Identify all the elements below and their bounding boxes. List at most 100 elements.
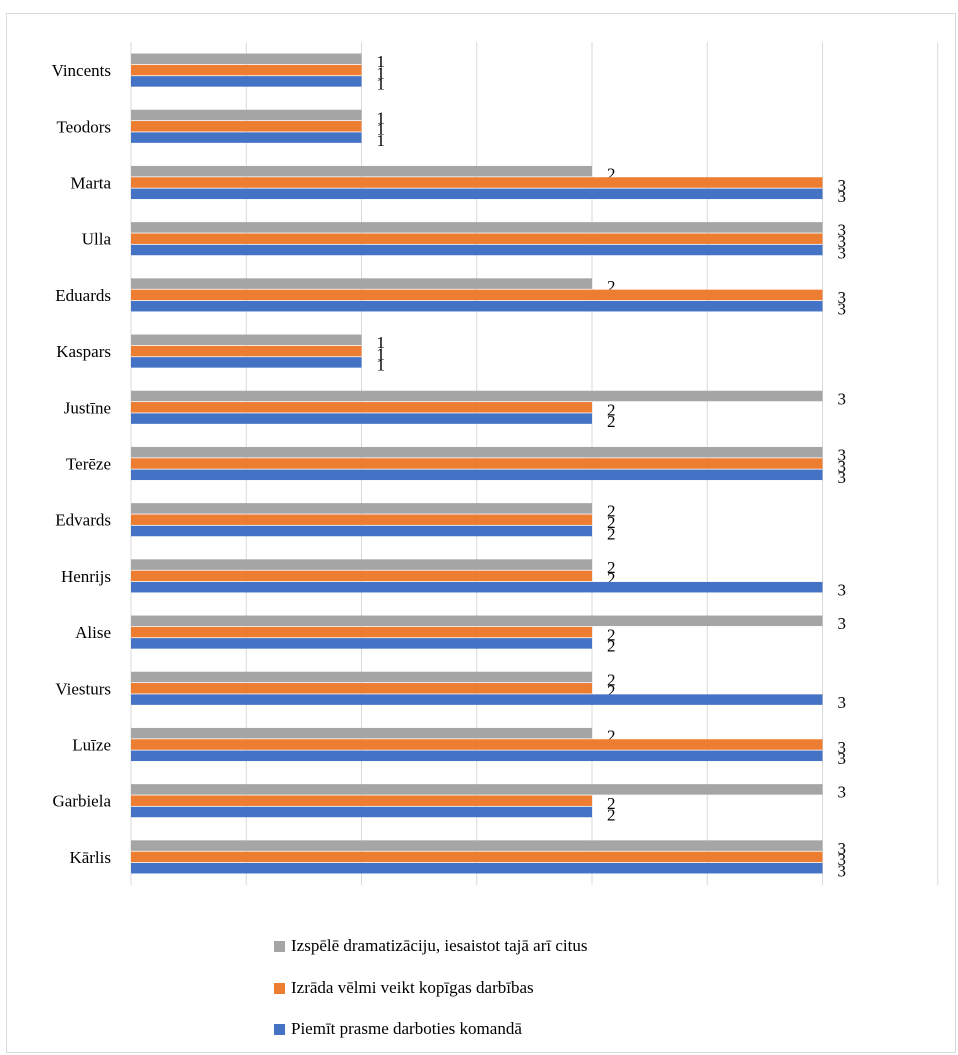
data-label: 1 bbox=[377, 52, 386, 71]
data-label: 1 bbox=[377, 120, 386, 139]
category-label: Garbiela bbox=[52, 792, 111, 811]
data-label: 1 bbox=[377, 75, 386, 94]
data-label: 2 bbox=[607, 794, 616, 813]
data-label: 2 bbox=[607, 164, 616, 183]
legend-item-blue: Piemīt prasme darboties komandā bbox=[274, 1019, 522, 1039]
bar-orange bbox=[131, 851, 823, 863]
bar-orange bbox=[131, 739, 823, 750]
data-label: 3 bbox=[838, 221, 847, 240]
bar-orange bbox=[131, 626, 592, 638]
data-label: 3 bbox=[838, 243, 847, 262]
bar-gray bbox=[131, 446, 823, 458]
category-label: Henrijs bbox=[61, 567, 111, 586]
bar-blue bbox=[131, 244, 823, 256]
data-label: 2 bbox=[607, 726, 616, 745]
legend-swatch-orange bbox=[274, 982, 285, 994]
data-label: 2 bbox=[607, 682, 616, 701]
category-label: Viesturs bbox=[55, 679, 111, 698]
bar-gray bbox=[131, 671, 592, 683]
bar-orange bbox=[131, 458, 823, 469]
data-label: 3 bbox=[838, 468, 847, 487]
bar-blue bbox=[131, 188, 823, 200]
bar-blue bbox=[131, 750, 823, 762]
data-label: 3 bbox=[838, 614, 847, 633]
data-label: 2 bbox=[607, 277, 616, 296]
bar-gray bbox=[131, 727, 592, 739]
data-label: 3 bbox=[838, 176, 847, 195]
bar-gray bbox=[131, 222, 823, 233]
bar-orange bbox=[131, 345, 362, 357]
bar-blue bbox=[131, 806, 592, 818]
data-label: 2 bbox=[607, 412, 616, 431]
category-label: Alise bbox=[75, 623, 111, 642]
data-label: 2 bbox=[607, 637, 616, 656]
data-label: 1 bbox=[377, 344, 386, 363]
bar-orange bbox=[131, 683, 592, 694]
category-label: Ulla bbox=[82, 230, 112, 249]
data-label: 3 bbox=[838, 187, 847, 206]
data-label: 2 bbox=[607, 558, 616, 577]
bar-gray bbox=[131, 334, 362, 346]
data-label: 1 bbox=[377, 333, 386, 352]
category-label: Kārlis bbox=[69, 848, 111, 867]
data-label: 1 bbox=[377, 108, 386, 127]
category-label: Vincents bbox=[52, 61, 111, 80]
bar-orange bbox=[131, 402, 592, 413]
data-label: 2 bbox=[607, 524, 616, 543]
bar-orange bbox=[131, 233, 823, 244]
data-label: 3 bbox=[838, 783, 847, 802]
legend-item-gray: Izspēlē dramatizāciju, iesaistot tajā ar… bbox=[274, 936, 587, 956]
data-label: 2 bbox=[607, 502, 616, 521]
bar-gray bbox=[131, 784, 823, 795]
data-label: 2 bbox=[607, 805, 616, 824]
bar-blue bbox=[131, 469, 823, 481]
bar-blue bbox=[131, 413, 592, 424]
bar-blue bbox=[131, 525, 592, 537]
category-label: Luīze bbox=[72, 736, 111, 755]
bar-gray bbox=[131, 53, 362, 65]
data-label: 3 bbox=[838, 288, 847, 307]
bar-orange bbox=[131, 121, 362, 132]
legend-label-gray: Izspēlē dramatizāciju, iesaistot tajā ar… bbox=[291, 936, 588, 955]
data-label: 3 bbox=[838, 693, 847, 712]
bar-orange bbox=[131, 514, 592, 525]
data-label: 3 bbox=[838, 749, 847, 768]
bar-blue bbox=[131, 357, 362, 368]
category-label: Marta bbox=[70, 174, 111, 193]
bar-blue bbox=[131, 638, 592, 649]
bar-gray bbox=[131, 559, 592, 570]
data-label: 3 bbox=[838, 299, 847, 318]
data-label: 1 bbox=[377, 131, 386, 150]
category-label: Kaspars bbox=[56, 342, 111, 361]
data-label: 2 bbox=[607, 569, 616, 588]
bar-gray bbox=[131, 109, 362, 121]
category-label: Terēze bbox=[66, 455, 111, 474]
bar-orange bbox=[131, 177, 823, 188]
data-label: 2 bbox=[607, 401, 616, 420]
bar-orange bbox=[131, 289, 823, 301]
category-label: Eduards bbox=[55, 286, 111, 305]
bar-gray bbox=[131, 503, 592, 514]
bar-blue bbox=[131, 862, 823, 874]
category-label: Justīne bbox=[64, 398, 111, 417]
data-label: 2 bbox=[607, 670, 616, 689]
bar-orange bbox=[131, 795, 592, 806]
data-label: 3 bbox=[838, 850, 847, 869]
category-label: Teodors bbox=[56, 117, 111, 136]
data-label: 3 bbox=[838, 389, 847, 408]
data-label: 3 bbox=[838, 839, 847, 858]
data-label: 3 bbox=[838, 457, 847, 476]
data-label: 3 bbox=[838, 232, 847, 251]
legend-swatch-gray bbox=[274, 940, 285, 952]
data-label: 1 bbox=[377, 63, 386, 82]
data-label: 2 bbox=[607, 513, 616, 532]
bar-blue bbox=[131, 76, 362, 87]
bar-gray bbox=[131, 390, 823, 402]
legend-item-orange: Izrāda vēlmi veikt kopīgas darbības bbox=[274, 978, 534, 998]
bar-gray bbox=[131, 165, 592, 177]
bar-blue bbox=[131, 300, 823, 312]
legend-label-blue: Piemīt prasme darboties komandā bbox=[291, 1019, 522, 1038]
bar-orange bbox=[131, 570, 592, 582]
data-label: 2 bbox=[607, 625, 616, 644]
